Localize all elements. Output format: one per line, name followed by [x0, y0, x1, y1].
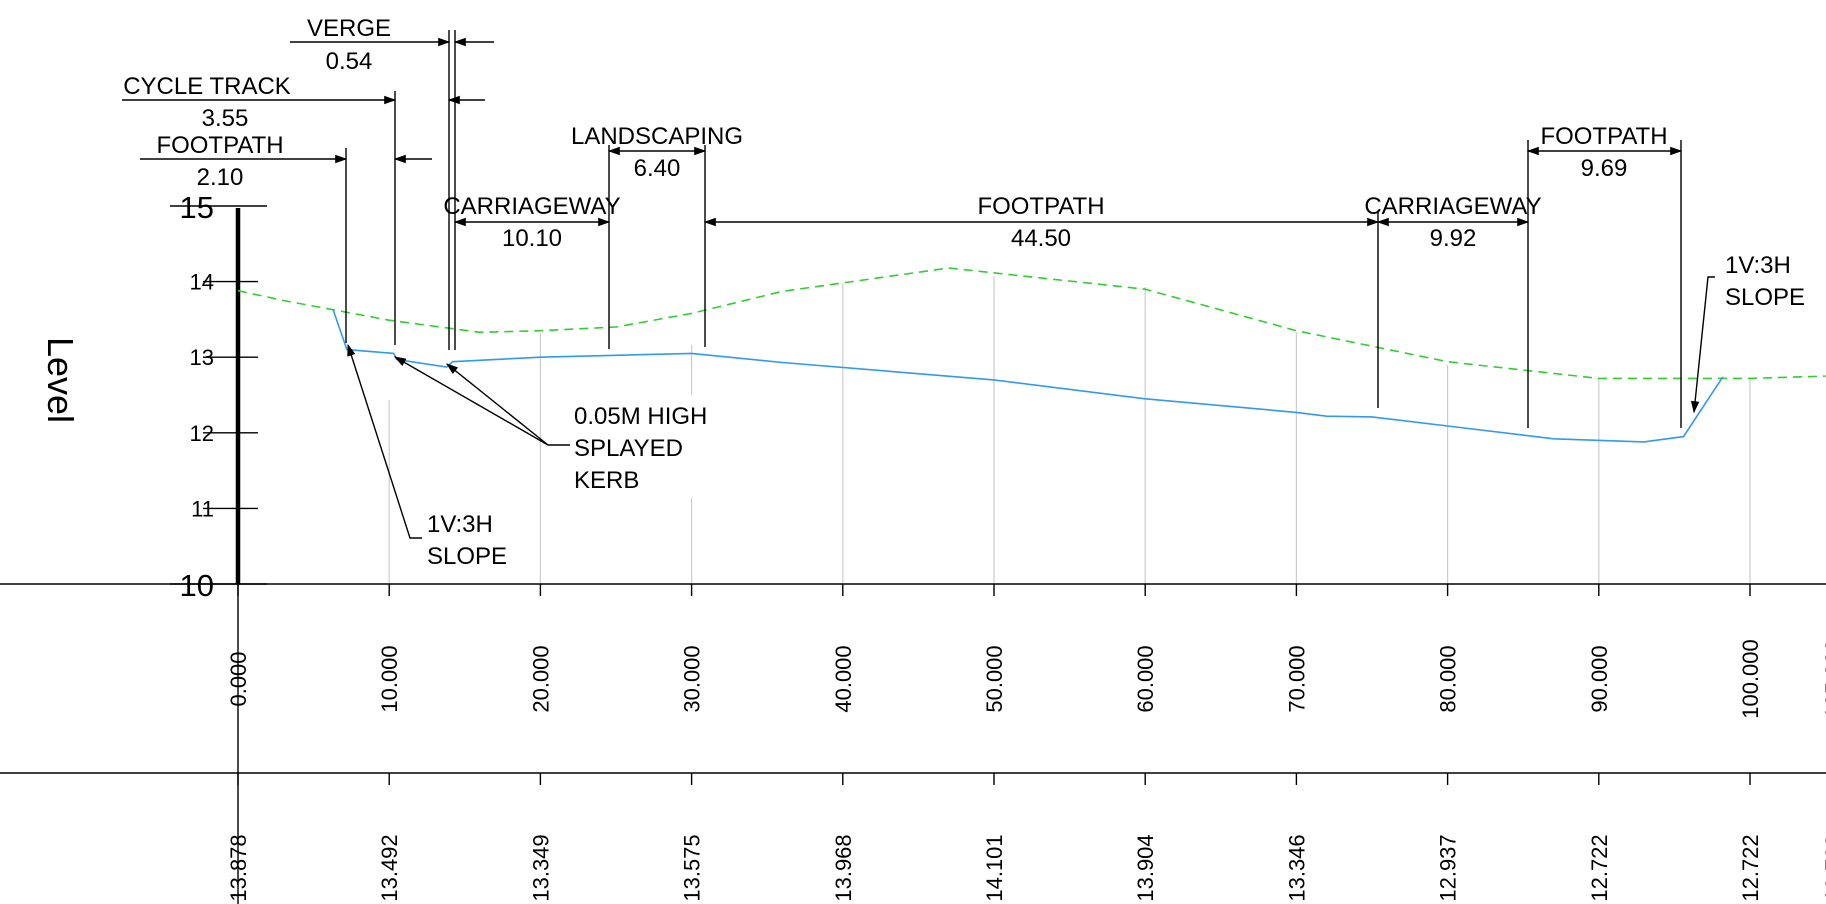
- chainage-label: 100.000: [1738, 639, 1763, 719]
- verge-title: VERGE: [307, 15, 391, 42]
- footpath-middle-value: 44.50: [1011, 225, 1071, 252]
- axis-title: Level: [40, 337, 81, 423]
- landscaping-title: LANDSCAPING: [571, 123, 743, 150]
- footpath-left-value: 2.10: [197, 164, 244, 191]
- chainage-label: 20.000: [528, 645, 553, 712]
- chainage-labels: 0.000 10.000 20.000 30.000 40.000 50.000 60.00…: [226, 584, 1826, 719]
- dimension-arrow-lines: [122, 37, 1683, 227]
- existing-level-label: 13.575: [680, 834, 705, 901]
- chainage-label: 40.000: [831, 645, 856, 712]
- y-tick-label: 14: [190, 270, 214, 295]
- kerb-note-line-3: KERB: [574, 467, 639, 494]
- chainage-label: 60.000: [1133, 645, 1158, 712]
- footpath-middle-title: FOOTPATH: [977, 193, 1104, 220]
- slope-left-line-1: 1V:3H: [427, 511, 493, 538]
- annotation-leaders: [347, 276, 1715, 539]
- chainage-label: 70.000: [1284, 645, 1309, 712]
- slope-right-line-1: 1V:3H: [1725, 252, 1791, 279]
- slope-left-line-2: SLOPE: [427, 543, 507, 570]
- carriageway-right-title: CARRIAGEWAY: [1364, 193, 1541, 220]
- level-axis: Level 15 14 13 12 11 10: [0, 190, 1826, 904]
- footpath-right-value: 9.69: [1581, 155, 1628, 182]
- y-tick-label: 13: [190, 345, 214, 370]
- chainage-label: 0.000: [226, 651, 251, 706]
- dimension-extension-lines: [345, 30, 1682, 428]
- vertical-grid: [388, 276, 1751, 584]
- existing-level-label: 12.722: [1587, 834, 1612, 901]
- existing-level-label: 14.101: [982, 834, 1007, 901]
- existing-level-label: 12.722: [1821, 834, 1826, 901]
- existing-level-label: 13.968: [831, 834, 856, 901]
- y-tick-label: 15: [180, 190, 214, 225]
- landscaping-value: 6.40: [634, 155, 681, 182]
- y-tick-label: 12: [190, 421, 214, 446]
- chainage-label: 105.000: [1821, 639, 1826, 719]
- y-tick-label: 10: [180, 568, 214, 603]
- carriageway-left-value: 10.10: [502, 225, 562, 252]
- slope-right-line-2: SLOPE: [1725, 284, 1805, 311]
- chainage-label: 50.000: [982, 645, 1007, 712]
- footpath-right-title: FOOTPATH: [1540, 123, 1667, 150]
- chainage-label: 80.000: [1436, 645, 1461, 712]
- chainage-label: 90.000: [1587, 645, 1612, 712]
- existing-level-label: 12.937: [1436, 834, 1461, 901]
- existing-level-label: 13.349: [528, 834, 553, 901]
- existing-level-label: 13.492: [377, 834, 402, 901]
- existing-ground-line: [237, 267, 1826, 380]
- existing-level-label: 12.722: [1738, 834, 1763, 901]
- carriageway-right-value: 9.92: [1430, 225, 1477, 252]
- existing-level-label: 13.346: [1284, 834, 1309, 901]
- kerb-note-line-2: SPLAYED: [574, 435, 683, 462]
- carriageway-left-title: CARRIAGEWAY: [443, 193, 620, 220]
- footpath-left-title: FOOTPATH: [156, 132, 283, 159]
- verge-value: 0.54: [326, 48, 373, 75]
- existing-level-labels: 13.878 13.492 13.349 13.575 13.968 14.101 13.9…: [226, 773, 1826, 902]
- y-tick-label: 11: [191, 496, 214, 521]
- existing-level-label: 13.878: [226, 834, 251, 901]
- kerb-note-line-1: 0.05M HIGH: [574, 403, 707, 430]
- existing-level-label: 13.904: [1133, 834, 1158, 901]
- y-ticks: 15 14 13 12 11 10: [170, 190, 267, 603]
- chainage-label: 10.000: [377, 645, 402, 712]
- cycle-track-title: CYCLE TRACK: [123, 73, 291, 100]
- chainage-label: 30.000: [680, 645, 705, 712]
- cycle-track-value: 3.55: [202, 105, 249, 132]
